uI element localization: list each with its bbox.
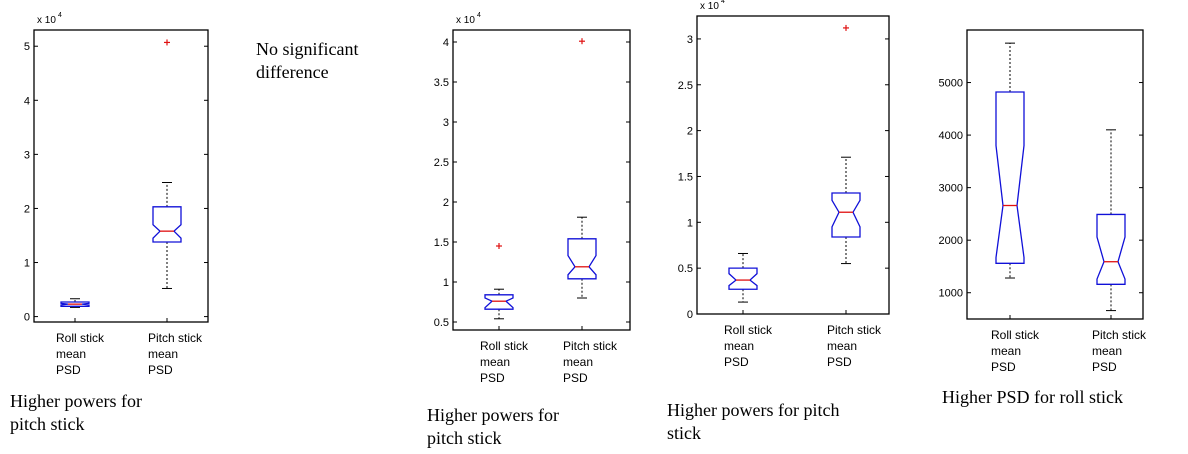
plot-frame [696,15,890,315]
category-label: Roll stick [991,328,1040,342]
y-tick-label: 4 [24,95,30,107]
y-tick-label: 2.5 [434,157,449,169]
notched-box [1096,213,1126,285]
y-tick-label: 1.5 [434,237,449,249]
axis-exponent: 4 [477,12,481,19]
category-label: mean [148,347,178,361]
category-label: Pitch stick [563,339,618,353]
category-label: Pitch stick [827,323,882,337]
caption-panel-3: Higher powers for pitch stick [667,399,839,445]
category-label: PSD [148,363,173,377]
caption-3-line-2: stick [667,423,701,443]
plot-frame [452,29,631,331]
annotation-line-1: No significant [256,39,359,59]
y-tick-label: 2 [687,126,693,138]
category-label: mean [1092,344,1122,358]
y-tick-label: 0 [687,309,693,321]
notched-box [152,206,182,243]
category-label: PSD [827,355,852,369]
annotation-no-significant-difference: No significant difference [256,38,358,84]
outlier-marker [843,24,849,31]
category-label: mean [56,347,86,361]
y-tick-label: 3 [687,34,693,46]
category-label: mean [480,355,510,369]
y-tick-label: 1 [443,277,449,289]
box-2 [1096,129,1126,312]
category-label: PSD [56,363,81,377]
y-tick-label: 3 [443,117,449,129]
category-label: Roll stick [56,331,105,345]
category-label: PSD [1092,360,1117,374]
notched-box [567,238,597,280]
y-tick-label: 2 [24,203,30,215]
notched-box [831,192,861,238]
y-tick-label: 0.5 [678,263,693,275]
caption-1-line-1: Higher powers for [10,391,142,411]
annotation-line-2: difference [256,62,329,82]
y-tick-label: 0 [24,312,30,324]
y-tick-label: 2 [443,197,449,209]
y-tick-label: 0.5 [434,317,449,329]
category-label: mean [827,339,857,353]
category-label: Roll stick [724,323,773,337]
y-tick-label: 1.5 [678,171,693,183]
caption-panel-1: Higher powers for pitch stick [10,390,142,436]
category-label: PSD [480,371,505,385]
category-label: PSD [563,371,588,385]
caption-panel-4: Higher PSD for roll stick [942,386,1123,409]
outlier-marker [496,243,502,249]
notched-box [995,91,1025,264]
plot-frame [966,29,1144,320]
caption-4-line-1: Higher PSD for roll stick [942,387,1123,407]
y-tick-label: 3.5 [434,77,449,89]
y-tick-label: 3 [24,149,30,161]
category-label: mean [991,344,1021,358]
category-label: Roll stick [480,339,529,353]
box-1 [484,243,514,320]
y-tick-label: 4 [443,37,449,49]
category-label: PSD [991,360,1016,374]
box-2 [152,39,182,289]
caption-3-line-1: Higher powers for pitch [667,400,840,420]
y-tick-label: 3000 [939,183,963,195]
axis-exponent: 4 [721,0,725,5]
caption-2-line-1: Higher powers for [427,405,559,425]
axis-exponent: 4 [58,12,62,19]
category-label: mean [724,339,754,353]
boxplot-panel-4: 1000 2000 3000 4000 5000 Roll stick mean PSD Pit… [939,29,1147,374]
outlier-marker [579,38,585,45]
plot-frame [33,29,209,323]
notched-box [60,301,90,307]
axis-multiplier: x 10 [700,1,719,12]
notched-box [484,294,514,310]
axis-multiplier: x 10 [37,15,56,26]
category-label: Pitch stick [148,331,203,345]
box-1 [728,252,758,303]
y-tick-label: 5000 [939,78,963,90]
y-tick-label: 1 [24,258,30,270]
outlier-marker [164,39,170,46]
box-2 [831,24,861,265]
y-tick-label: 2.5 [678,80,693,92]
y-tick-label: 1 [687,217,693,229]
category-label: mean [563,355,593,369]
y-tick-label: 1000 [939,288,963,300]
caption-panel-2: Higher powers for pitch stick [427,404,559,450]
y-tick-label: 5 [24,41,30,53]
category-label: PSD [724,355,749,369]
category-label: Pitch stick [1092,328,1147,342]
boxplot-panel-3: 0 0.5 1 1.5 2 2.5 3 x 10 4 Roll stick mean PSD Pitch… [678,0,890,369]
notched-box [728,267,758,290]
caption-1-line-2: pitch stick [10,414,85,434]
box-2 [567,38,597,299]
y-tick-label: 4000 [939,130,963,142]
axis-multiplier: x 10 [456,15,475,26]
caption-2-line-2: pitch stick [427,428,502,448]
box-1 [995,42,1025,279]
box-1 [60,298,90,308]
y-tick-label: 2000 [939,235,963,247]
